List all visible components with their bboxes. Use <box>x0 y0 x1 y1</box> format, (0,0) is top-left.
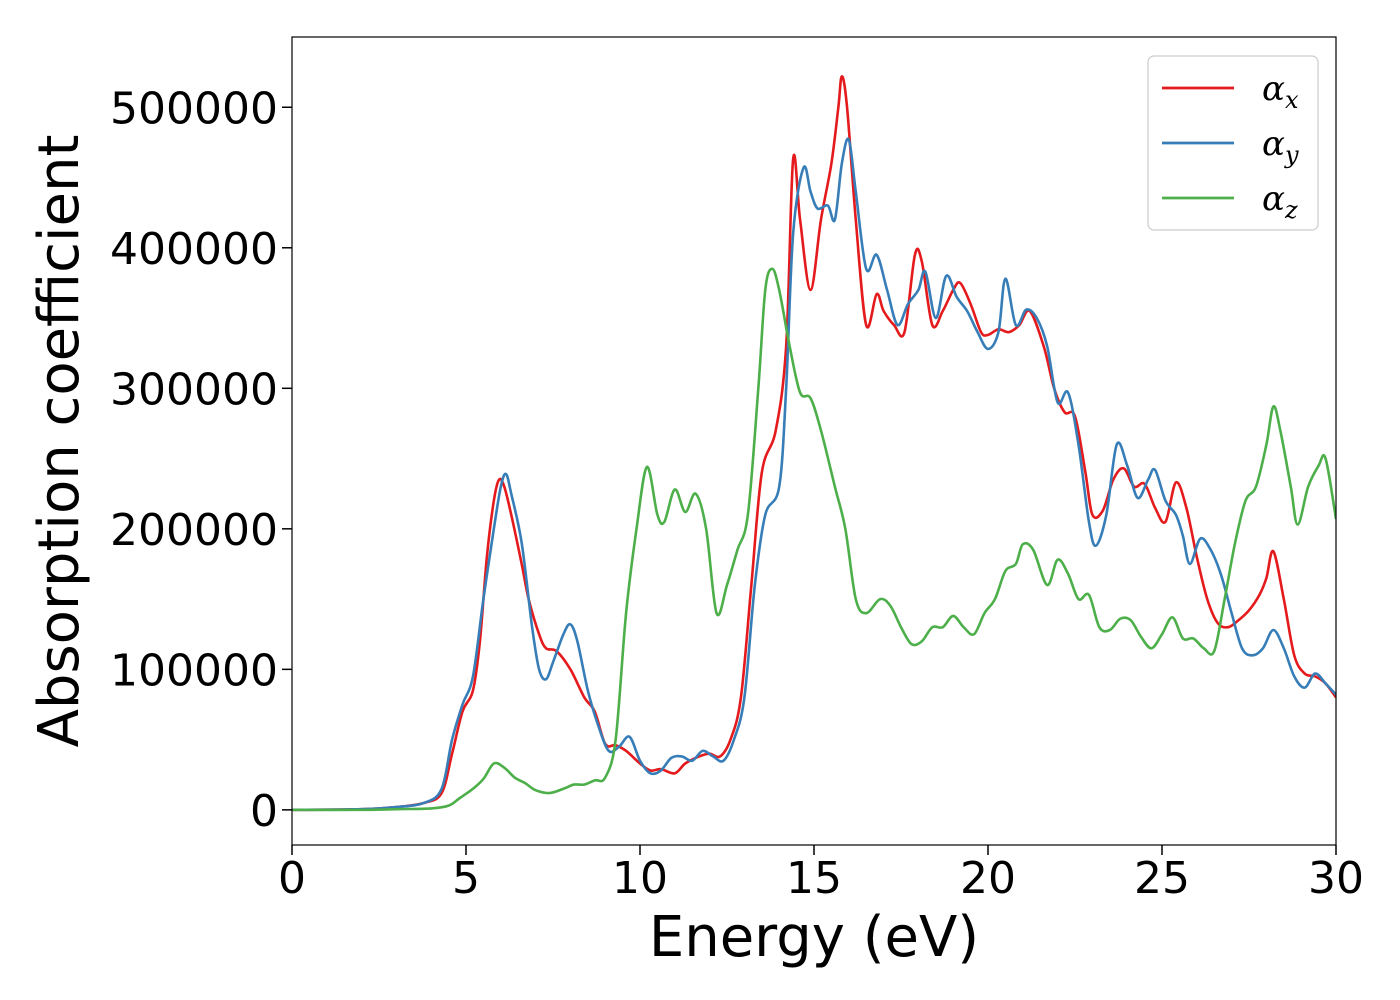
series-line-y <box>292 137 1336 812</box>
x-tick-label: 10 <box>612 853 668 904</box>
y-tick-label: 200000 <box>110 505 278 556</box>
legend-label-y: αy <box>1262 124 1299 169</box>
legend-label-x: αx <box>1262 69 1299 114</box>
y-tick-label: 500000 <box>110 83 278 134</box>
x-axis: 0 5 10 15 20 25 30 <box>278 845 1364 904</box>
legend-subscript: z <box>1284 196 1298 224</box>
legend-symbol: α <box>1262 124 1285 164</box>
y-tick-label: 300000 <box>110 364 278 415</box>
y-axis-label: Absorption coefficient <box>27 135 92 748</box>
legend-label-z: αz <box>1262 179 1298 224</box>
x-axis-label: Energy (eV) <box>649 905 979 970</box>
legend-subscript: x <box>1285 86 1299 114</box>
legend-symbol: α <box>1262 69 1285 109</box>
x-tick-label: 0 <box>278 853 306 904</box>
y-tick-label: 0 <box>250 786 278 837</box>
y-tick-label: 100000 <box>110 645 278 696</box>
legend-subscript: y <box>1284 141 1299 169</box>
y-axis: 0 100000 200000 300000 400000 500000 <box>110 83 292 837</box>
x-tick-label: 30 <box>1308 853 1364 904</box>
legend-symbol: α <box>1262 179 1285 219</box>
series-layer <box>292 75 1336 812</box>
x-tick-label: 25 <box>1134 853 1190 904</box>
y-tick-label: 400000 <box>110 224 278 275</box>
series-line-x <box>292 75 1336 812</box>
x-tick-label: 20 <box>960 853 1016 904</box>
series-line-z <box>292 267 1336 812</box>
x-tick-label: 5 <box>452 853 480 904</box>
x-tick-label: 15 <box>786 853 842 904</box>
